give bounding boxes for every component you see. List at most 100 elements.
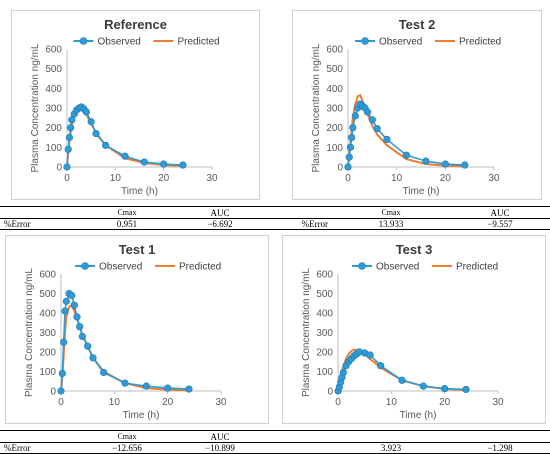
observed-point (185, 385, 193, 393)
legend: Observed Predicted (73, 37, 220, 48)
y-tick-label: 300 (326, 104, 343, 115)
y-tick-label: 100 (39, 367, 56, 378)
auc-error-value: −6.692 (186, 218, 254, 230)
legend-observed-marker (358, 262, 366, 270)
observed-point (349, 124, 357, 132)
auc-error-value: −1.298 (450, 442, 550, 454)
y-tick-label: 200 (39, 348, 56, 359)
y-tick-label: 500 (316, 289, 333, 300)
observed-point (345, 153, 353, 161)
observed-point (339, 368, 347, 377)
legend-predicted-label: Predicted (456, 262, 498, 273)
x-tick-label: 0 (58, 397, 64, 408)
x-tick-label: 30 (488, 173, 500, 184)
y-tick-label: 600 (39, 270, 56, 281)
y-tick-label: 0 (327, 387, 333, 398)
y-tick-label: 300 (45, 104, 62, 115)
legend-observed-label: Observed (379, 37, 422, 48)
legend: Observed Predicted (355, 37, 501, 48)
y-tick-label: 400 (316, 309, 333, 320)
observed-point (363, 108, 372, 116)
observed-point (164, 384, 172, 392)
observed-point (102, 141, 110, 149)
y-tick-label: 200 (316, 348, 333, 359)
cmax-error-value: 3.923 (332, 442, 450, 454)
auc-header: AUC (186, 430, 254, 443)
auc-error-value: −9.557 (450, 218, 550, 230)
observed-point (89, 354, 97, 362)
error-table-header: Cmax AUC (0, 430, 550, 443)
observed-point (346, 143, 355, 151)
observed-point (419, 382, 427, 390)
y-tick-label: 0 (50, 387, 56, 398)
observed-point (58, 369, 66, 378)
observed-point (65, 133, 74, 142)
x-tick-label: 0 (345, 173, 351, 184)
legend-predicted-label: Predicted (179, 262, 221, 273)
x-axis-label: Time (h) (400, 410, 437, 421)
cmax-header: Cmax (117, 208, 137, 217)
observed-point (142, 382, 150, 390)
legend-observed-label: Observed (98, 37, 141, 48)
x-tick-label: 30 (492, 397, 504, 408)
chart-title: Reference (104, 17, 167, 32)
observed-point (377, 362, 385, 370)
observed-point (67, 124, 75, 132)
observed-point (368, 116, 376, 124)
auc-error-value: −10.899 (186, 442, 254, 454)
observed-point (57, 387, 65, 395)
y-tick-label: 500 (39, 289, 56, 300)
observed-point (441, 385, 449, 393)
row-label: %Error (0, 442, 68, 454)
chart-panel-test2: Test 2 Observed Predicted 0 100 200 300 400 500 6… (292, 10, 542, 200)
x-tick-label: 10 (391, 173, 403, 184)
observed-point (179, 161, 187, 169)
y-tick-label: 200 (45, 123, 62, 134)
observed-point (121, 379, 129, 387)
observed-point (63, 163, 71, 171)
legend: Observed Predicted (75, 262, 221, 273)
legend-observed-label: Observed (376, 262, 419, 273)
observed-point (82, 108, 90, 116)
observed-point (73, 313, 81, 321)
chart-title: Test 3 (396, 242, 433, 257)
observed-point (84, 342, 92, 350)
observed-point (64, 145, 72, 153)
cmax-error-value: 13.933 (332, 218, 450, 230)
legend-predicted-label: Predicted (178, 37, 220, 48)
x-tick-label: 20 (158, 173, 170, 184)
observed-point (60, 338, 68, 346)
observed-point (422, 157, 430, 165)
observed-point (441, 160, 449, 168)
x-tick-label: 20 (440, 173, 452, 184)
error-table-row: %Error 0.951 −6.692 %Error 13.933 −9.557 (0, 218, 550, 230)
observed-point (461, 161, 469, 169)
observed-point (70, 301, 78, 309)
error-table-top: Cmax AUC Cmax AUC %Error 0.951 −6.692 %E… (0, 206, 550, 230)
y-tick-label: 300 (316, 328, 333, 339)
observed-series-line (60, 292, 190, 392)
chart-title: Test 2 (399, 17, 436, 32)
error-table-row: %Error −12.656 −10.899 3.923 −1.298 (0, 442, 550, 454)
y-tick-label: 500 (45, 64, 62, 75)
cmax-error-value: 0.951 (68, 218, 186, 230)
auc-header: AUC (186, 206, 254, 219)
y-axis-label: Plasma Concentration ng/mL (24, 268, 35, 397)
chart-title: Test 1 (119, 242, 156, 257)
observed-point (76, 323, 84, 331)
observed-point (92, 129, 100, 138)
chart-panel-test1: Test 1 Observed Predicted 0 100 200 300 400 500 6… (5, 235, 269, 424)
x-tick-label: 10 (386, 397, 398, 408)
y-tick-label: 100 (326, 143, 343, 154)
cmax-header: Cmax (381, 208, 401, 217)
observed-series-line (337, 351, 467, 392)
y-tick-label: 400 (326, 84, 343, 95)
y-tick-label: 400 (45, 84, 62, 95)
error-table-header: Cmax AUC Cmax AUC (0, 206, 550, 219)
y-tick-label: 100 (45, 143, 62, 154)
y-tick-label: 200 (326, 123, 343, 134)
y-tick-label: 400 (39, 309, 56, 320)
chart-panel-reference: Reference Observed Predicted 0 100 200 300 400 5… (11, 10, 260, 200)
